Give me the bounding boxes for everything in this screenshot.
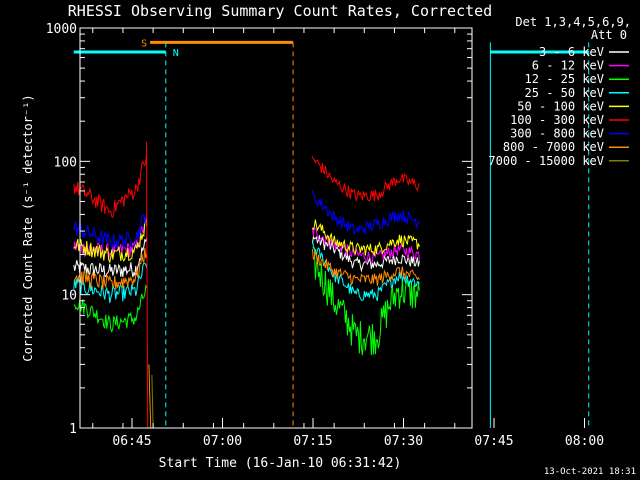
legend-header-line-1: Det 1,3,4,5,6,9, bbox=[515, 15, 631, 29]
y-axis: 1 10 100 1000 bbox=[46, 22, 472, 437]
legend-header-line-2: Att 0 bbox=[591, 28, 627, 42]
y-tick-label: 1 bbox=[69, 422, 77, 437]
spike-line-orange bbox=[148, 364, 152, 429]
series-6-line-early bbox=[73, 150, 148, 218]
flags: SN bbox=[73, 38, 590, 428]
series-8-line-late bbox=[311, 249, 420, 286]
x-tick-label: 07:00 bbox=[203, 434, 242, 449]
series-5-line-early bbox=[73, 218, 148, 264]
series-2-line-late bbox=[311, 227, 420, 265]
series-5 bbox=[73, 218, 420, 264]
spike-line-olive bbox=[151, 374, 154, 429]
series-6-line-late bbox=[311, 156, 420, 202]
attenuator-spike bbox=[145, 141, 154, 429]
spike-line-red bbox=[145, 141, 149, 429]
series-4-line-early bbox=[73, 262, 148, 304]
x-tick-label: 07:30 bbox=[384, 434, 423, 449]
x-tick-label: 07:15 bbox=[293, 434, 332, 449]
flag-label-s: S bbox=[141, 38, 147, 49]
series-7 bbox=[73, 190, 420, 251]
legend-label-6: 100 - 300 keV bbox=[510, 113, 604, 127]
legend-label-7: 300 - 800 keV bbox=[510, 127, 604, 141]
series-8 bbox=[73, 247, 420, 290]
flag-label-n: N bbox=[173, 48, 179, 59]
plot-frame bbox=[79, 27, 473, 429]
series-3 bbox=[73, 247, 420, 356]
legend-label-5: 50 - 100 keV bbox=[517, 99, 604, 113]
legend-label-2: 6 - 12 keV bbox=[532, 59, 604, 73]
series-8-line-early bbox=[73, 247, 148, 290]
x-tick-label: 08:00 bbox=[565, 434, 604, 449]
y-axis-label: Corrected Count Rate (s⁻¹ detector⁻¹) bbox=[21, 94, 35, 361]
x-axis: 06:45 07:00 07:15 07:30 07:45 08:00 bbox=[92, 28, 604, 449]
y-tick-label: 100 bbox=[54, 155, 77, 170]
series-7-line-early bbox=[73, 211, 148, 251]
legend-label-3: 12 - 25 keV bbox=[525, 72, 604, 86]
y-tick-label: 1000 bbox=[46, 22, 77, 37]
legend-label-4: 25 - 50 keV bbox=[525, 86, 604, 100]
x-tick-label: 07:45 bbox=[474, 434, 513, 449]
legend-label-8: 800 - 7000 keV bbox=[503, 140, 604, 154]
x-axis-label: Start Time (16-Jan-10 06:31:42) bbox=[159, 456, 402, 471]
y-tick-label: 10 bbox=[61, 289, 77, 304]
legend-label-1: 3 - 6 keV bbox=[539, 45, 604, 59]
series-3-line-early bbox=[73, 284, 148, 333]
series-5-line-late bbox=[311, 219, 420, 257]
chart-title: RHESSI Observing Summary Count Rates, Co… bbox=[68, 2, 492, 20]
series-3-line-late bbox=[312, 247, 420, 356]
series-7-line-late bbox=[311, 190, 420, 235]
legend-label-9: 7000 - 15000 keV bbox=[488, 154, 604, 168]
x-tick-label: 06:45 bbox=[112, 434, 151, 449]
generated-timestamp: 13-Oct-2021 18:31 bbox=[544, 467, 636, 477]
series-6 bbox=[73, 150, 420, 218]
plot-area: SN bbox=[73, 38, 590, 429]
series-1-line-early bbox=[73, 237, 148, 278]
